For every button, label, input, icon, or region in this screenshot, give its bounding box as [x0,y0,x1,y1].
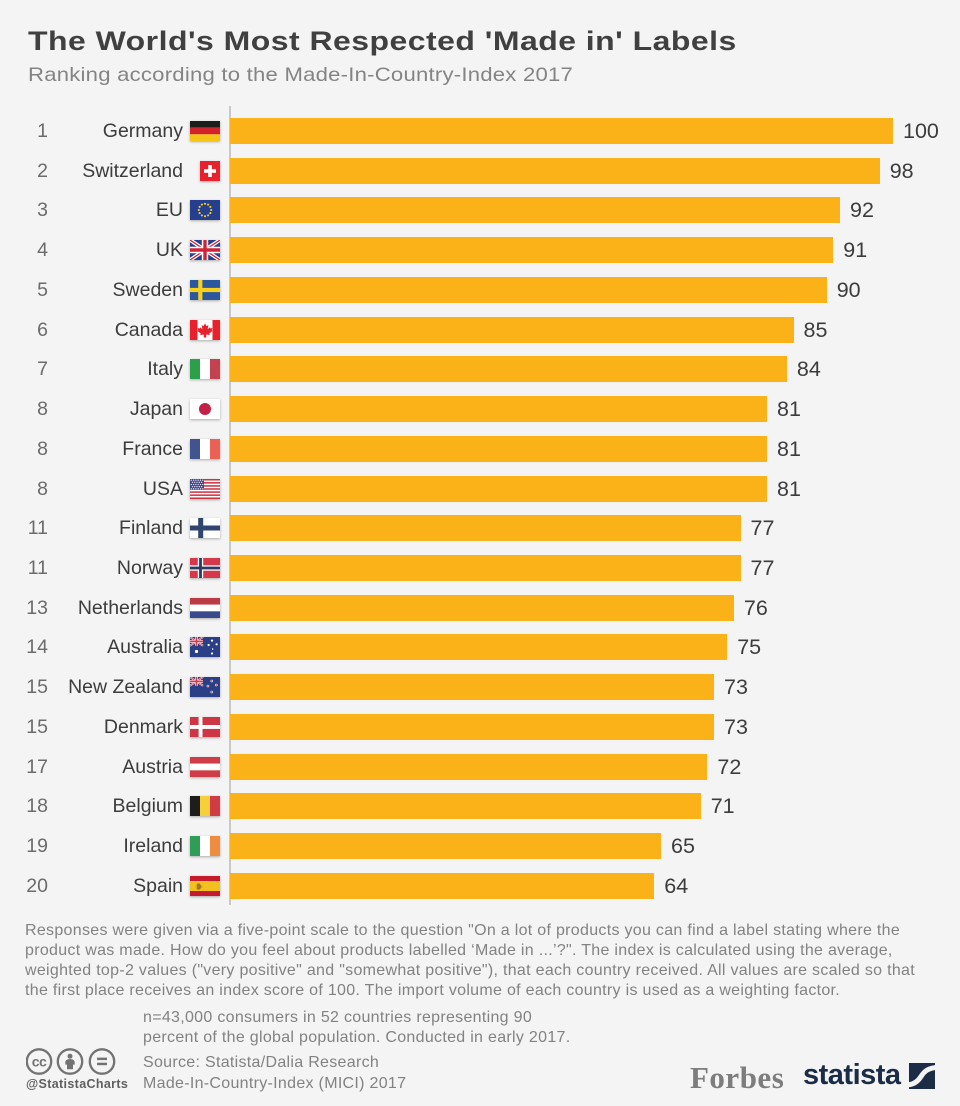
svg-text:cc: cc [32,1053,47,1069]
